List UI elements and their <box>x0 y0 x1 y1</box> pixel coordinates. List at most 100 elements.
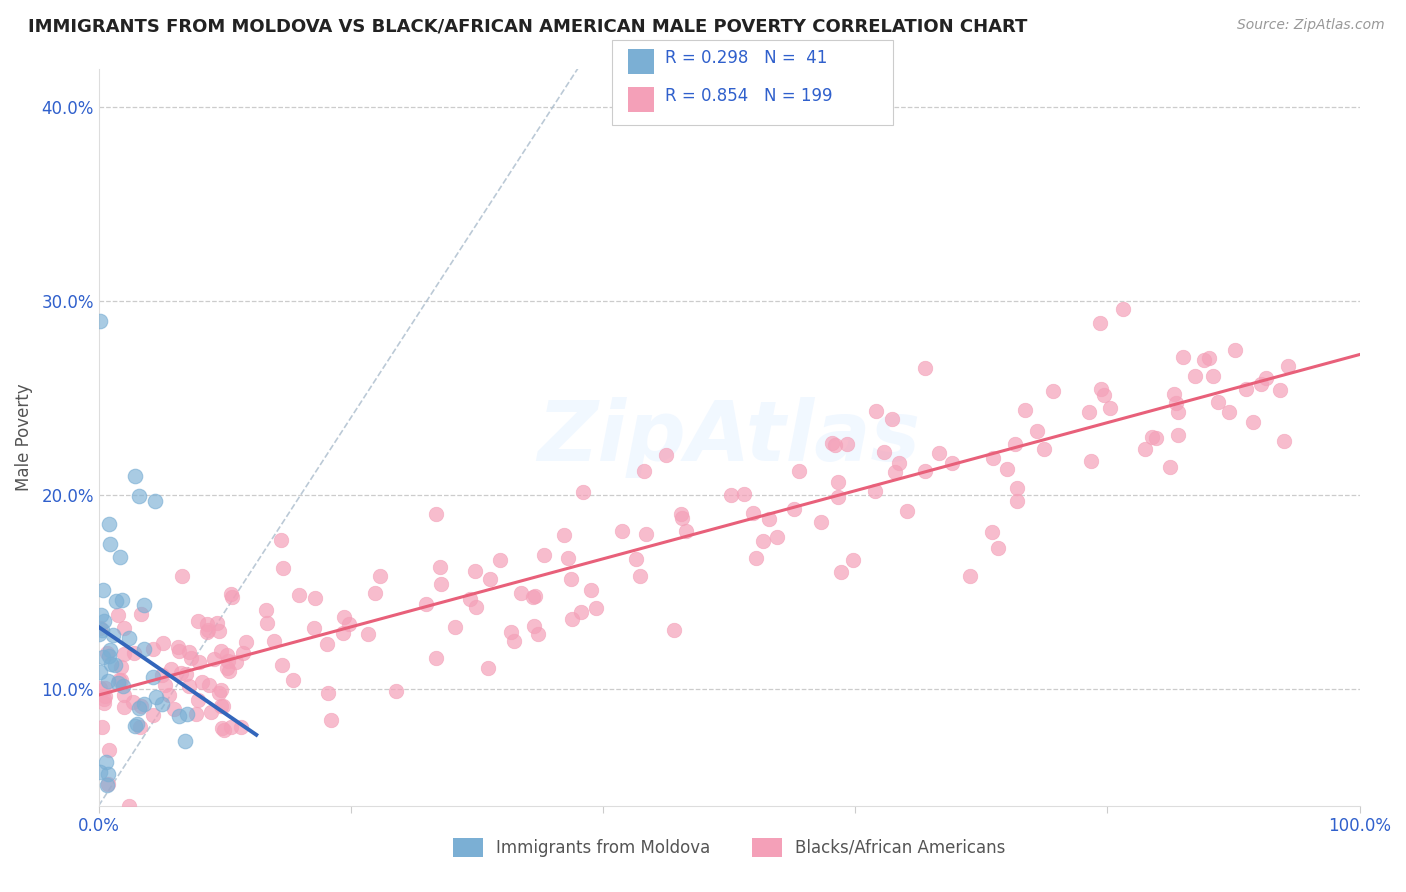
Point <box>107 676 129 690</box>
Point <box>553 527 575 541</box>
Point <box>225 656 247 670</box>
Point <box>96 778 118 792</box>
Point <box>110 659 132 673</box>
Point <box>1033 442 1056 456</box>
Point <box>150 667 173 681</box>
Point <box>368 569 391 583</box>
Point <box>1225 343 1247 358</box>
Point <box>882 412 904 426</box>
Point <box>167 709 190 723</box>
Point <box>1163 387 1185 401</box>
Point <box>97 767 120 781</box>
Point <box>1277 359 1299 373</box>
Point <box>93 692 115 706</box>
Point <box>93 696 115 710</box>
Point <box>1014 403 1036 417</box>
Point <box>108 549 131 564</box>
Point <box>810 515 832 529</box>
Point <box>1167 404 1189 418</box>
Point <box>523 619 546 633</box>
Point <box>174 666 197 681</box>
Point <box>129 720 152 734</box>
Point <box>425 651 447 665</box>
Point <box>561 612 583 626</box>
Point <box>89 765 111 780</box>
Point <box>1206 395 1229 409</box>
Point <box>671 510 693 524</box>
Point <box>489 552 512 566</box>
Point <box>101 628 124 642</box>
Point <box>827 475 849 489</box>
Point <box>766 530 789 544</box>
Point <box>132 697 155 711</box>
Point <box>129 607 152 622</box>
Point <box>662 624 685 638</box>
Point <box>585 601 607 615</box>
Point <box>202 652 225 666</box>
Point <box>959 569 981 583</box>
Point <box>176 707 198 722</box>
Point <box>143 493 166 508</box>
Point <box>256 615 278 630</box>
Point <box>157 688 180 702</box>
Point <box>174 734 197 748</box>
Point <box>112 680 135 694</box>
Point <box>1198 351 1220 365</box>
Point <box>745 550 768 565</box>
Point <box>98 517 121 532</box>
Point <box>503 633 526 648</box>
Point <box>1080 454 1102 468</box>
Point <box>479 572 502 586</box>
Point <box>209 698 232 713</box>
Point <box>1004 437 1026 451</box>
Point <box>465 599 488 614</box>
Point <box>235 634 257 648</box>
Text: Source: ZipAtlas.com: Source: ZipAtlas.com <box>1237 18 1385 32</box>
Point <box>169 644 191 658</box>
Point <box>783 502 806 516</box>
Point <box>1042 384 1064 398</box>
Point <box>356 626 378 640</box>
Point <box>187 693 209 707</box>
Point <box>100 657 122 672</box>
Point <box>318 686 340 700</box>
Point <box>98 643 121 657</box>
Point <box>304 621 326 635</box>
Point <box>212 723 235 737</box>
Point <box>742 506 765 520</box>
Point <box>865 484 887 499</box>
Point <box>104 594 127 608</box>
Point <box>121 695 143 709</box>
Point <box>624 551 647 566</box>
Point <box>270 533 292 547</box>
Point <box>281 673 304 687</box>
Point <box>145 690 167 704</box>
Point <box>94 689 117 703</box>
Point <box>981 451 1004 466</box>
Point <box>97 673 120 688</box>
Point <box>212 699 235 714</box>
Point <box>914 464 936 478</box>
Point <box>187 614 209 628</box>
Point <box>217 655 239 669</box>
Point <box>186 706 208 721</box>
Point <box>122 646 145 660</box>
Point <box>110 673 132 687</box>
Point <box>1234 383 1257 397</box>
Point <box>112 688 135 702</box>
Point <box>215 661 238 675</box>
Point <box>1090 316 1112 330</box>
Point <box>89 665 111 680</box>
Point <box>824 438 846 452</box>
Point <box>610 524 633 539</box>
Point <box>221 587 243 601</box>
Point <box>215 648 238 663</box>
Point <box>1218 404 1240 418</box>
Point <box>91 720 114 734</box>
Point <box>128 700 150 714</box>
Point <box>316 637 339 651</box>
Point <box>107 608 129 623</box>
Point <box>211 721 233 735</box>
Point <box>96 646 118 660</box>
Point <box>655 449 678 463</box>
